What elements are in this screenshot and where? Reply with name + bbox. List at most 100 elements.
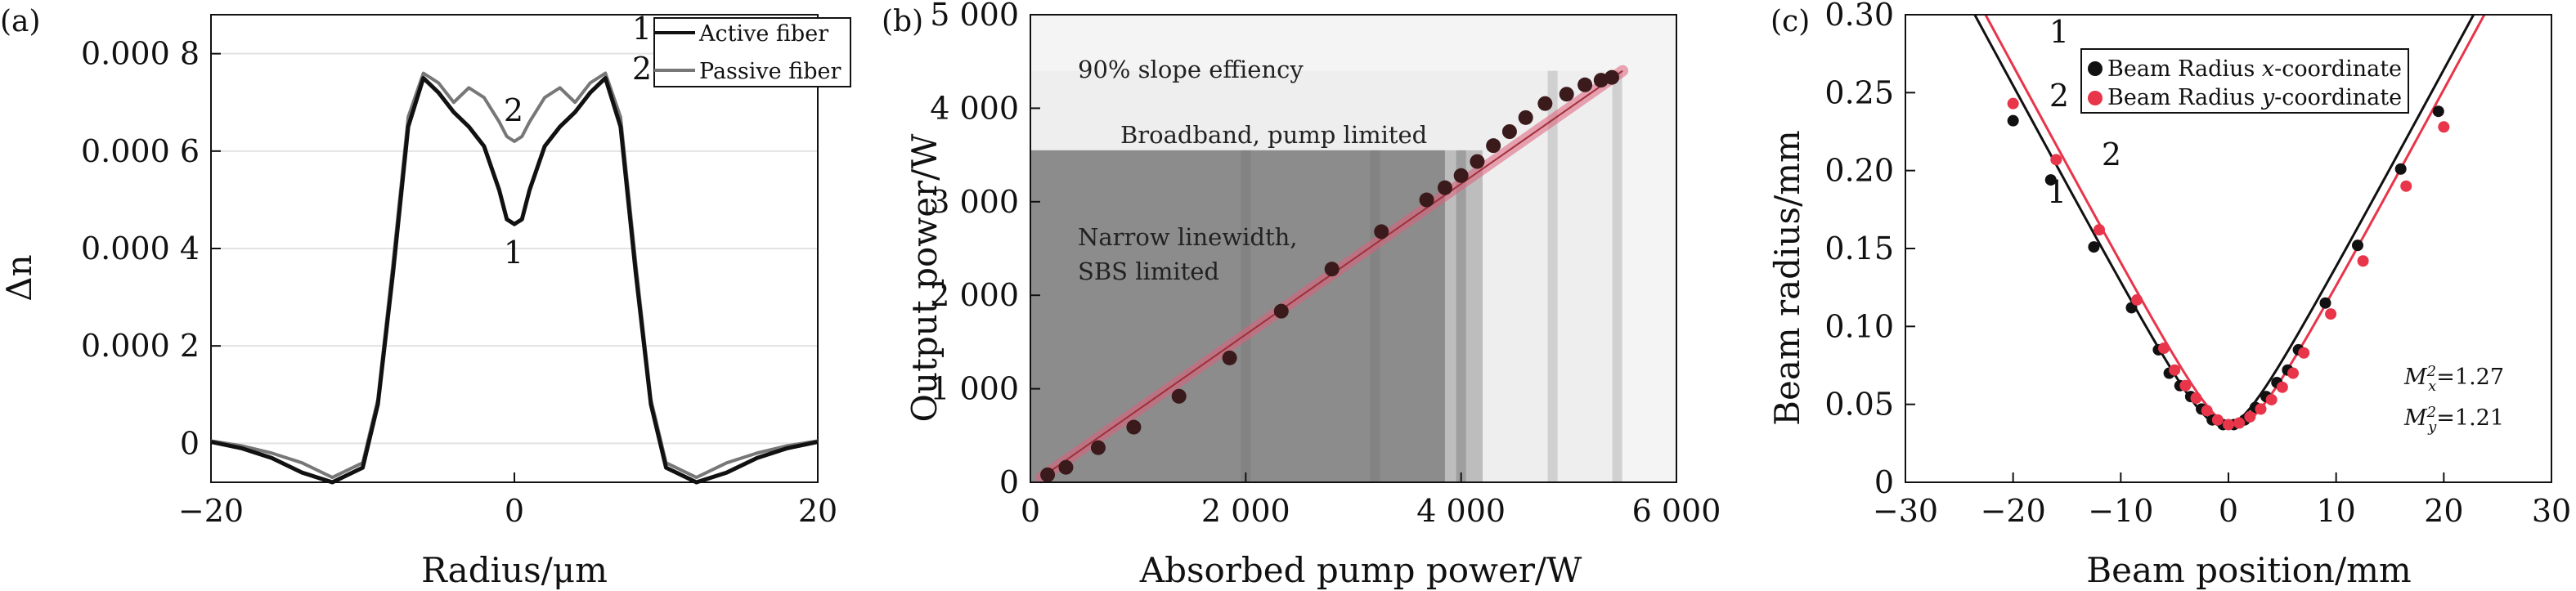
panel-a-legend-label-2: Passive fiber <box>699 59 841 84</box>
panel-a-y-tick-label: 0.000 8 <box>81 36 200 72</box>
panel-a-curve-2-label: 2 <box>504 92 523 128</box>
panel-c-y-axis-label: Beam radius/mm <box>1767 130 1807 426</box>
panel-b-x-tick-label: 6 000 <box>1632 493 1721 529</box>
panel-b-data-point <box>1453 168 1469 183</box>
panel-c-y-tick-label: 0 <box>1874 464 1894 500</box>
panel-c-legend-marker-1 <box>2088 61 2103 76</box>
panel-c-data-point <box>2298 347 2310 359</box>
panel-b-y-tick-label: 0 <box>999 464 1019 500</box>
panel-b-data-point <box>1374 224 1389 240</box>
panel-a-curve-1-label: 1 <box>504 235 523 271</box>
panel-b-data-point <box>1537 96 1553 111</box>
panel-a-series-line <box>210 71 819 480</box>
panel-b-data-point <box>1273 303 1289 319</box>
panel-c-data-point <box>2007 97 2019 110</box>
panel-b-data-point <box>1126 419 1142 435</box>
panel-b-region-label-3: Narrow linewidth, <box>1078 223 1298 251</box>
panel-a-y-tick-label: 0.000 4 <box>81 231 200 266</box>
panel-b-tag: (b) <box>882 5 923 38</box>
panel-c-data-point <box>2007 114 2019 127</box>
panel-b-vertical-band <box>1456 150 1466 482</box>
panel-b-data-point <box>1222 350 1237 365</box>
panel-a-x-axis-label: Radius/μm <box>421 550 608 590</box>
panel-b-data-point <box>1604 69 1619 85</box>
panel-b-y-tick-label: 4 000 <box>930 90 1019 126</box>
panel-c-x-tick-label: −10 <box>2088 493 2153 529</box>
panel-c-legend-marker-2 <box>2088 91 2103 105</box>
panel-c-ticks: −30 −20 −10 0 10 20 30 0 0.05 0.10 0.15 0.20 0.25 0.3… <box>1824 0 2571 529</box>
panel-b-region <box>1030 150 1445 482</box>
panel-c-x-tick-label: −20 <box>1981 493 2046 529</box>
panel-a-x-tick-label: 20 <box>798 493 837 529</box>
panel-a-y-tick-label: 0.000 6 <box>81 133 200 169</box>
panel-b-data-point <box>1577 77 1593 92</box>
panel-c-legend: 1 Beam Radius x-coordinate 2 Beam Radius… <box>2049 14 2409 114</box>
panel-b-y-tick-label: 3 000 <box>930 184 1019 220</box>
panel-b-vertical-bands <box>1241 70 1622 482</box>
panel-b-data-point <box>1437 180 1452 195</box>
panel-b-vertical-band <box>1547 70 1558 482</box>
panel-c-data-point <box>2432 105 2444 118</box>
panel-c-legend-num-2: 2 <box>2049 78 2069 114</box>
panel-c-data-point <box>2201 405 2213 417</box>
panel-c-tag: (c) <box>1770 5 1810 38</box>
panel-c-points <box>2007 97 2450 431</box>
panel-c-data-point <box>2255 403 2267 415</box>
panel-b-vertical-band <box>1241 150 1251 482</box>
panel-c-data-point <box>2158 343 2170 355</box>
panel-b-data-point <box>1040 467 1056 482</box>
panel-c-data-point <box>2223 419 2234 431</box>
panel-a-y-tick-label: 0 <box>180 425 200 461</box>
panel-c-data-point <box>2169 364 2181 376</box>
panel-c-data-point <box>2179 379 2192 392</box>
panel-c-x-tick-label: 30 <box>2532 493 2571 529</box>
panel-b-y-tick-label: 2 000 <box>930 277 1019 313</box>
panel-b-x-axis-label: Absorbed pump power/W <box>1139 550 1582 590</box>
panel-c-legend-num-1: 1 <box>2049 14 2069 50</box>
panel-c-data-point <box>2044 174 2057 186</box>
panel-b-data-point <box>1324 262 1340 277</box>
panel-c-y-tick-label: 0.30 <box>1824 0 1894 33</box>
panel-b-region-label-2: Broadband, pump limited <box>1120 121 1427 149</box>
panel-a-legend-label-1: Active fiber <box>698 21 828 47</box>
panel-b-region-label-1: 90% slope effiency <box>1078 56 1304 83</box>
panel-c-x-tick-label: 20 <box>2424 493 2463 529</box>
panel-a-ticks: −20 0 20 0 0.000 2 0.000 4 0.000 6 0.000 8 <box>81 36 837 529</box>
panel-c-m2x-label: M2 x=1.27 <box>2403 363 2504 395</box>
panel-b-region-label-3b: SBS limited <box>1078 257 1219 285</box>
panel-a-gridlines <box>211 52 818 445</box>
panel-b-ticks: 0 2 000 4 000 6 000 0 1 000 2 000 3 000 4 000 5 0… <box>930 0 1721 529</box>
panel-a-legend: 1 Active fiber 2 Passive fiber <box>632 11 851 87</box>
panel-c-data-point <box>2276 381 2288 393</box>
panel-c-data-point <box>2131 293 2143 306</box>
panel-c-y-tick-label: 0.20 <box>1824 153 1894 189</box>
panel-c-y-tick-label: 0.05 <box>1824 387 1894 423</box>
panel-c-y-tick-label: 0.25 <box>1824 74 1894 110</box>
panel-b-x-tick-label: 2 000 <box>1201 493 1290 529</box>
panel-c-data-point <box>2325 308 2337 320</box>
panel-a-legend-box <box>653 17 851 87</box>
panel-c-x-tick-label: −30 <box>1873 493 1938 529</box>
panel-b-x-tick-label: 4 000 <box>1416 493 1506 529</box>
panel-c-data-point <box>2352 240 2363 252</box>
panel-c-data-point <box>2233 417 2246 429</box>
panel-b-plot-frame <box>1030 14 1677 483</box>
panel-a-legend-num-1: 1 <box>632 11 652 47</box>
panel-c-legend-label-1: Beam Radius x-coordinate <box>2107 56 2402 82</box>
panel-b-points <box>1040 69 1619 482</box>
panel-b-y-axis-label: Output power/W <box>904 133 945 423</box>
panel-b-data-point <box>1501 124 1517 139</box>
panel-c-data-point <box>2394 163 2407 175</box>
panel-c-data-point <box>2050 154 2062 166</box>
panel-c-data-point <box>2438 121 2450 133</box>
panel-b-data-point <box>1559 87 1574 102</box>
panel-c-y-tick-label: 0.10 <box>1824 308 1894 344</box>
panel-b-data-point <box>1419 192 1434 208</box>
panel-c-curve-1-label: 1 <box>2047 174 2067 210</box>
panel-a-x-tick-label: 0 <box>505 493 524 529</box>
panel-b-y-tick-label: 1 000 <box>930 371 1019 407</box>
panel-c-data-point <box>2400 180 2412 192</box>
panel-c-data-point <box>2094 224 2105 236</box>
panel-c-x-axis-label: Beam position/mm <box>2086 550 2412 590</box>
panel-a-y-tick-label: 0.000 2 <box>81 328 200 364</box>
